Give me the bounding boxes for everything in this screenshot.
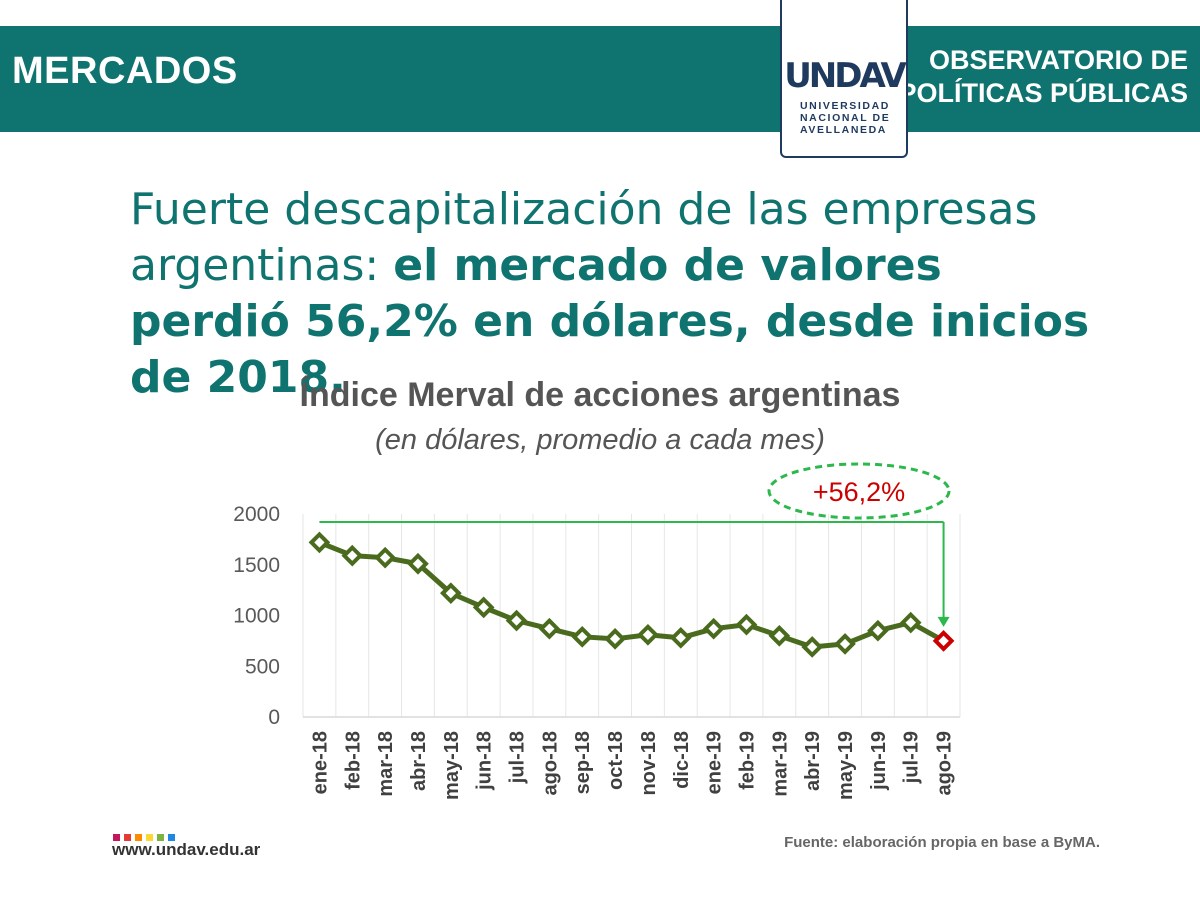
data-point bbox=[374, 546, 396, 569]
data-point bbox=[899, 611, 922, 634]
data-point bbox=[867, 619, 889, 642]
chart-subtitle: (en dólares, promedio a cada mes) bbox=[375, 424, 825, 456]
headline-end: . bbox=[329, 352, 346, 403]
brand-dot bbox=[124, 834, 131, 841]
x-tick-label: dic-18 bbox=[671, 731, 693, 789]
x-tick-label: ago-19 bbox=[934, 731, 956, 795]
y-tick-label: 1500 bbox=[233, 554, 280, 577]
x-tick-label: abr-18 bbox=[408, 731, 430, 791]
data-point bbox=[341, 544, 364, 567]
x-tick-label: jun-19 bbox=[868, 731, 890, 791]
data-point bbox=[571, 625, 594, 648]
x-tick-label: may-19 bbox=[835, 731, 857, 800]
arrow-head-icon bbox=[937, 616, 950, 627]
data-point bbox=[538, 617, 561, 640]
headline-light: Fuerte descapitalización de las empresas… bbox=[130, 184, 1038, 291]
x-tick-label: jul-19 bbox=[901, 731, 923, 784]
annotation-ellipse bbox=[767, 462, 951, 520]
data-point bbox=[604, 628, 626, 650]
x-tick-label: nov-18 bbox=[638, 731, 660, 795]
x-tick-label: feb-18 bbox=[342, 731, 364, 790]
headline-bold: el mercado de valores perdió 56,2% en dó… bbox=[130, 240, 1090, 403]
x-tick-label: abr-19 bbox=[802, 731, 824, 791]
logo-line-3: AVELLANEDA bbox=[800, 124, 887, 136]
brand-dot bbox=[168, 834, 175, 841]
x-tick-label: feb-19 bbox=[736, 731, 758, 790]
data-point bbox=[834, 633, 856, 655]
observatory-title: OBSERVATORIO DE POLÍTICAS PÚBLICAS bbox=[898, 44, 1188, 110]
data-point bbox=[735, 613, 758, 636]
x-tick-label: sep-18 bbox=[572, 731, 594, 794]
data-point bbox=[439, 582, 462, 604]
logo-mark-text: UNDAV bbox=[784, 56, 906, 95]
website-link[interactable]: www.undav.edu.ar bbox=[112, 840, 261, 859]
header-banner bbox=[0, 26, 1200, 132]
x-tick-label: ago-18 bbox=[539, 731, 561, 795]
logo-line-2: NACIONAL DE bbox=[800, 112, 891, 124]
logo-text: UNIVERSIDAD NACIONAL DE AVELLANEDA bbox=[800, 100, 890, 136]
data-point bbox=[308, 531, 331, 554]
x-tick-label: mar-19 bbox=[769, 731, 791, 797]
x-tick-label: may-18 bbox=[441, 731, 463, 800]
y-tick-label: 500 bbox=[245, 655, 280, 678]
y-tick-label: 2000 bbox=[233, 503, 280, 526]
data-point-highlight bbox=[932, 630, 955, 652]
data-point bbox=[637, 623, 659, 646]
logo-line-1: UNIVERSIDAD bbox=[800, 100, 890, 112]
x-tick-label: jun-18 bbox=[474, 731, 496, 791]
undav-logo: UNDAV UNIVERSIDAD NACIONAL DE AVELLANEDA bbox=[780, 0, 908, 158]
brand-dot bbox=[146, 834, 153, 841]
data-point bbox=[702, 617, 725, 640]
data-point bbox=[407, 552, 429, 575]
x-tick-label: ene-18 bbox=[309, 731, 331, 794]
chart-title: Índice Merval de acciones argentinas bbox=[299, 376, 901, 414]
data-point bbox=[472, 596, 495, 619]
undav-logo-mark: UNDAV bbox=[784, 56, 906, 95]
brand-dot bbox=[157, 834, 164, 841]
y-tick-label: 0 bbox=[268, 706, 280, 729]
data-point bbox=[801, 636, 824, 658]
data-point bbox=[669, 627, 692, 649]
annotation-label: +56,2% bbox=[813, 477, 905, 507]
brand-dot bbox=[113, 834, 120, 841]
y-tick-label: 1000 bbox=[233, 605, 280, 628]
source-note: Fuente: elaboración propia en base a ByM… bbox=[784, 834, 1100, 851]
section-title: MERCADOS bbox=[12, 50, 238, 92]
x-tick-label: mar-18 bbox=[375, 731, 397, 797]
x-tick-label: ene-19 bbox=[704, 731, 726, 794]
headline: Fuerte descapitalización de las empresas… bbox=[130, 182, 1090, 406]
x-tick-label: jul-18 bbox=[507, 731, 529, 784]
observatory-line-2: POLÍTICAS PÚBLICAS bbox=[898, 78, 1188, 108]
observatory-line-1: OBSERVATORIO DE bbox=[928, 45, 1188, 75]
data-point bbox=[505, 609, 528, 632]
x-tick-label: oct-18 bbox=[605, 731, 627, 790]
brand-color-dots bbox=[113, 828, 179, 846]
data-point bbox=[768, 624, 791, 647]
brand-dot bbox=[135, 834, 142, 841]
